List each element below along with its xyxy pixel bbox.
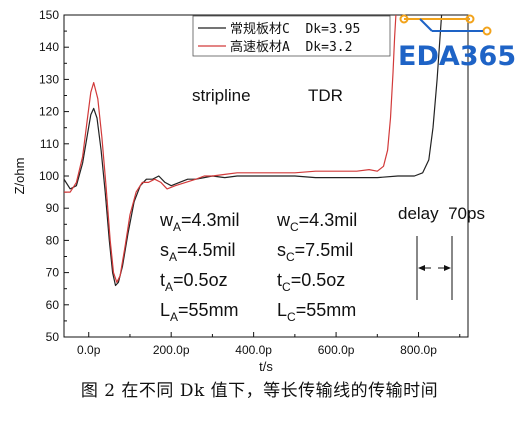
- y-tick-label: 140: [39, 40, 59, 54]
- eda365-logo: EDA365: [398, 14, 516, 72]
- y-tick-label: 80: [46, 233, 60, 247]
- y-tick-label: 130: [39, 72, 59, 86]
- delay-arrowhead-left: [418, 265, 425, 271]
- y-axis-title: Z/ohm: [12, 158, 27, 195]
- series-line-0: [64, 15, 443, 287]
- legend-box: [192, 15, 391, 57]
- x-tick-label: 600.0p: [318, 343, 355, 357]
- y-tick-label: 100: [39, 169, 59, 183]
- param-line: LA=55mm: [160, 300, 239, 324]
- circuit-icon: [399, 14, 492, 36]
- figure-caption: 图 2 在不同 Dk 值下，等长传输线的传输时间: [80, 381, 439, 401]
- x-tick-label: 0.0p: [77, 343, 101, 357]
- y-tick-label: 90: [46, 201, 60, 215]
- param-line: tA=0.5oz: [160, 270, 228, 294]
- params-board-c: wC=4.3mil sC=7.5mil tC=0.5oz LC=55mm: [276, 210, 357, 324]
- delay-marker: [416, 236, 453, 300]
- legend: 常规板材C Dk=3.95 高速板材A Dk=3.2: [192, 15, 391, 57]
- series-lines: [64, 15, 443, 287]
- param-line: wC=4.3mil: [276, 210, 357, 234]
- delay-label: delay 70ps: [398, 204, 485, 223]
- y-tick-label: 70: [46, 266, 60, 280]
- y-tick-label: 150: [39, 8, 59, 22]
- y-tick-label: 110: [40, 137, 59, 151]
- stripline-label: stripline: [192, 86, 251, 105]
- legend-label-c: 常规板材C Dk=3.95: [230, 22, 360, 37]
- param-line: wA=4.3mil: [159, 210, 240, 234]
- params-board-a: wA=4.3mil sA=4.5mil tA=0.5oz LA=55mm: [159, 210, 240, 324]
- tdr-label: TDR: [308, 86, 343, 105]
- y-tick-label: 120: [39, 105, 59, 119]
- param-line: LC=55mm: [277, 300, 356, 324]
- x-axis: 0.0p 200.0p 400.0p 600.0p 800.0p: [77, 332, 461, 357]
- y-tick-label: 60: [46, 298, 60, 312]
- x-tick-label: 800.0p: [400, 343, 437, 357]
- tdr-chart: 50 60 70 80 90 100 110 120 130 140 150 0.0p 200.0p 4…: [12, 8, 516, 374]
- x-tick-label: 400.0p: [235, 343, 272, 357]
- y-axis: 50 60 70 80 90 100 110 120 130 140 150: [39, 8, 69, 344]
- param-line: sA=4.5mil: [160, 240, 236, 264]
- legend-label-a: 高速板材A Dk=3.2: [230, 39, 352, 55]
- y-tick-label: 50: [46, 330, 60, 344]
- param-line: sC=7.5mil: [277, 240, 353, 264]
- series-line-1: [64, 15, 397, 283]
- param-line: tC=0.5oz: [277, 270, 345, 294]
- x-axis-title: t/s: [259, 359, 273, 374]
- logo-text: EDA365: [398, 41, 516, 72]
- x-tick-label: 200.0p: [153, 343, 190, 357]
- delay-arrowhead-right: [444, 265, 451, 271]
